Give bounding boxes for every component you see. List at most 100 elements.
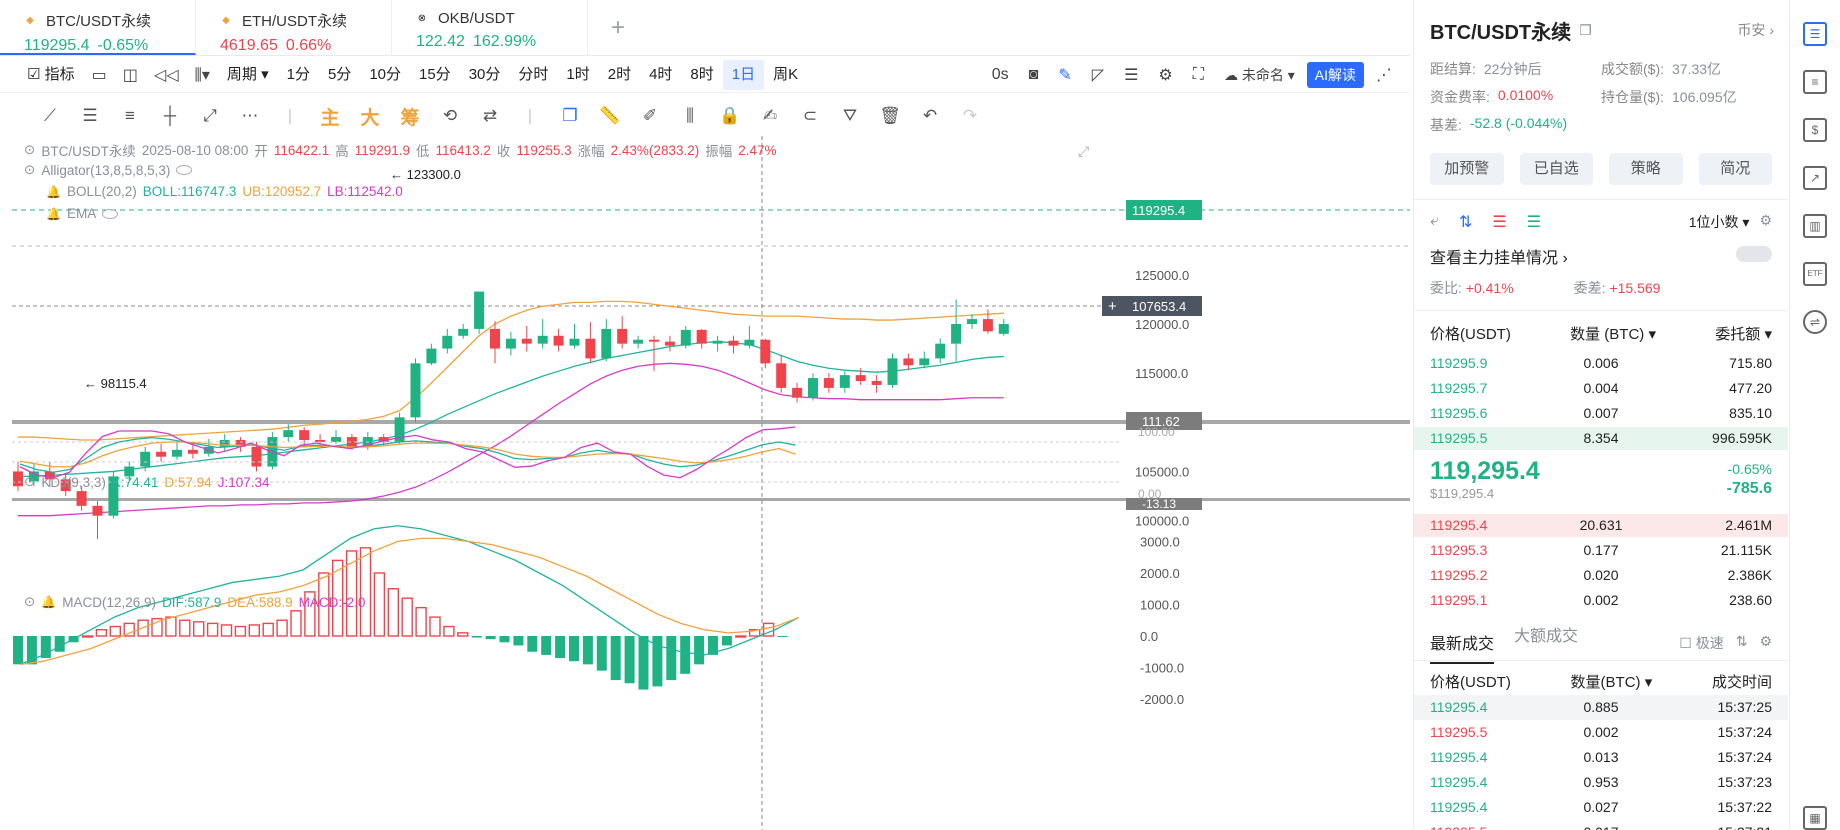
interval-8[interactable]: 4时: [649, 65, 673, 83]
fullscreen-icon[interactable]: ⛶: [1192, 65, 1204, 83]
ob-both-icon[interactable]: ⇅: [1458, 214, 1473, 231]
candle-tool-icon[interactable]: ⫼: [686, 106, 694, 125]
ray-tool-icon[interactable]: ⤢: [203, 106, 217, 125]
interval-5[interactable]: 分时: [518, 65, 549, 83]
macd-indicator[interactable]: ⊙ 🔔 MACD(12,26,9) DIF:587.9 DEA:588.9 MACD…: [24, 594, 366, 610]
etf-nav-icon[interactable]: ETF: [1803, 262, 1827, 286]
boll-indicator[interactable]: 🔔 BOLL(20,2) BOLL:116747.3 UB:120952.7 LB…: [46, 184, 403, 199]
pen-icon[interactable]: ✎: [1058, 66, 1072, 84]
amount-dropdown[interactable]: 委托额 ▾: [1715, 326, 1772, 343]
undo-icon[interactable]: ↶: [922, 106, 938, 125]
add-tab-button[interactable]: +: [610, 13, 625, 41]
trade-row[interactable]: 119295.5 0.002 15:37:24: [1414, 720, 1788, 745]
chart-area[interactable]: 125000.0120000.0115000.0110000.0105000.0…: [12, 136, 1410, 830]
panel-button-2[interactable]: 策略: [1609, 153, 1683, 185]
share-icon[interactable]: ⋰: [1376, 66, 1392, 84]
interval-0[interactable]: 1分: [286, 65, 310, 83]
period-dropdown[interactable]: 周期 ▾: [226, 65, 269, 83]
chips-button[interactable]: 筹: [400, 107, 420, 129]
trend-nav-icon[interactable]: ↗: [1803, 166, 1827, 190]
ob-ask-icon[interactable]: ☰: [1492, 214, 1507, 231]
orderbook-nav-icon[interactable]: ☰: [1803, 22, 1827, 46]
orderbook-row[interactable]: 119295.2 0.020 2.386K: [1414, 563, 1788, 588]
channel-tool-icon[interactable]: ≡: [125, 106, 135, 125]
tab-btc[interactable]: ◆ BTC/USDT永续 119295.4 -0.65%: [0, 0, 196, 55]
document-nav-icon[interactable]: ≡: [1803, 70, 1827, 94]
filter-icon[interactable]: ⛛: [842, 106, 858, 125]
gear-icon[interactable]: ⚙: [1759, 632, 1772, 649]
camera-icon[interactable]: ◙: [1028, 65, 1039, 83]
panel-button-0[interactable]: 加预警: [1430, 153, 1504, 185]
eye-icon[interactable]: [102, 208, 119, 219]
drawing-icon[interactable]: ◸: [1091, 66, 1105, 84]
layout-icon[interactable]: ◫: [122, 66, 138, 84]
trade-row[interactable]: 119295.4 0.953 15:37:23: [1414, 770, 1788, 795]
depth-toggle[interactable]: [1736, 246, 1772, 262]
interval-7[interactable]: 2时: [607, 65, 632, 83]
tab-okb[interactable]: ⊗ OKB/USDT 122.42 162.99%: [392, 0, 588, 55]
interval-2[interactable]: 10分: [369, 65, 401, 83]
sort-icon[interactable]: ⇅: [1735, 632, 1748, 649]
interval-4[interactable]: 30分: [468, 65, 501, 83]
more-tools-icon[interactable]: ⋯: [241, 106, 259, 125]
lock-icon[interactable]: 🔒: [719, 106, 741, 125]
big-order-button[interactable]: 大: [360, 107, 380, 129]
rewind-icon[interactable]: ◁◁: [153, 66, 179, 84]
copy-icon[interactable]: ❐: [1579, 22, 1592, 38]
brush-icon[interactable]: ✐: [642, 106, 658, 125]
collapse-icon[interactable]: ⊙: [24, 142, 36, 157]
trade-row[interactable]: 119295.4 0.885 15:37:25: [1414, 695, 1788, 720]
interval-9[interactable]: 8时: [690, 65, 714, 83]
magnet-icon[interactable]: ⊂: [802, 106, 818, 125]
orderbook-row[interactable]: 119295.5 8.354 996.595K: [1414, 426, 1788, 451]
exchange-link[interactable]: 币安 ›: [1737, 22, 1774, 38]
kline-chart[interactable]: 125000.0120000.0115000.0110000.0105000.0…: [12, 136, 1410, 830]
calendar-icon[interactable]: ▭: [91, 66, 107, 84]
line-tool-icon[interactable]: ⟋: [44, 106, 56, 125]
sync-icon[interactable]: ⟲: [442, 106, 458, 125]
trade-row[interactable]: 119295.50.01715:37:21: [1414, 820, 1788, 830]
interval-1[interactable]: 5分: [327, 65, 352, 83]
interval-10[interactable]: 1日: [722, 59, 765, 90]
tab-large-trades[interactable]: 大额成交: [1514, 627, 1579, 645]
ob-bid-icon[interactable]: ☰: [1526, 214, 1542, 231]
orderbook-row[interactable]: 119295.3 0.177 21.115K: [1414, 538, 1788, 563]
orderbook-row[interactable]: 119295.9 0.006 715.80: [1414, 351, 1788, 376]
indicator-button[interactable]: ☑ 指标: [27, 65, 75, 83]
panel-button-1[interactable]: 已自选: [1519, 153, 1593, 185]
compare-icon[interactable]: ⇄: [482, 106, 498, 125]
trade-row[interactable]: 119295.4 0.027 15:37:22: [1414, 795, 1788, 820]
settings-icon[interactable]: ⚙: [1158, 66, 1173, 84]
orderbook-row[interactable]: 119295.6 0.007 835.10: [1414, 401, 1788, 426]
ema-indicator[interactable]: 🔔 EMA: [46, 206, 119, 221]
panel-button-3[interactable]: 简况: [1698, 153, 1772, 185]
interval-3[interactable]: 15分: [419, 65, 451, 83]
ai-analysis-button[interactable]: AI解读: [1306, 61, 1364, 88]
trade-row[interactable]: 119295.4 0.013 15:37:24: [1414, 745, 1788, 770]
tab-latest-trades[interactable]: 最新成交: [1430, 630, 1495, 664]
trash-icon[interactable]: 🗑: [879, 106, 901, 125]
swap-nav-icon[interactable]: ⇌: [1803, 310, 1827, 334]
eye-icon[interactable]: [176, 165, 193, 175]
fast-checkbox[interactable]: ☐ 极速: [1679, 634, 1724, 651]
chart-nav-icon[interactable]: ▥: [1803, 214, 1827, 238]
ruler-icon[interactable]: 📏: [599, 106, 621, 125]
qty-dropdown[interactable]: 数量 (BTC) ▾: [1570, 326, 1656, 343]
layout-nav-icon[interactable]: ▦: [1803, 806, 1827, 830]
decimals-dropdown[interactable]: 1位小数 ▾: [1688, 214, 1750, 230]
redo-icon[interactable]: ↷: [962, 106, 978, 125]
kdj-indicator[interactable]: ⊙ KDJ(9,3,3) K:74.41 D:57.94 J:107.34: [24, 474, 270, 490]
list-icon[interactable]: ☰: [1124, 66, 1139, 84]
main-force-button[interactable]: 主: [320, 107, 340, 129]
hline-tool-icon[interactable]: ┼: [163, 106, 177, 125]
trade-qty-dropdown[interactable]: 数量(BTC) ▾: [1570, 674, 1653, 691]
gear-icon[interactable]: ⚙: [1759, 212, 1772, 228]
cloud-layout-dropdown[interactable]: ☁ 未命名 ▾: [1223, 66, 1295, 83]
copy-icon[interactable]: ❐: [562, 106, 578, 125]
alligator-indicator[interactable]: ⊙ Alligator(13,8,5,8,5,3): [24, 162, 193, 178]
depth-link[interactable]: 查看主力挂单情况 ›: [1430, 250, 1568, 267]
dollar-nav-icon[interactable]: $: [1803, 118, 1827, 142]
parallel-tool-icon[interactable]: ☰: [82, 106, 98, 125]
interval-6[interactable]: 1时: [566, 65, 590, 83]
candle-type-icon[interactable]: ⫼▾: [194, 66, 210, 84]
